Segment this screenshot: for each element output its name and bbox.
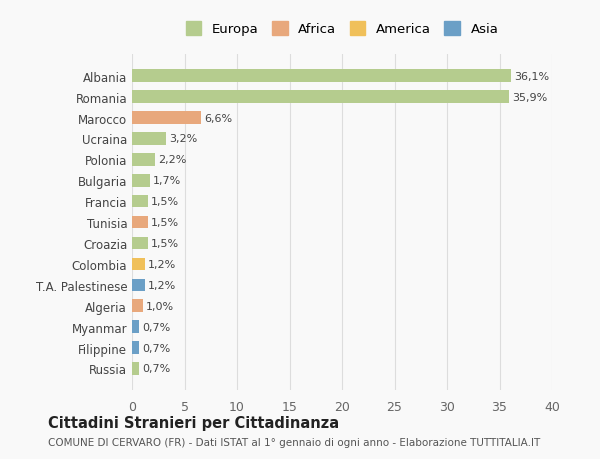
Bar: [132, 133, 166, 146]
Text: 0,7%: 0,7%: [143, 322, 171, 332]
Text: COMUNE DI CERVARO (FR) - Dati ISTAT al 1° gennaio di ogni anno - Elaborazione TU: COMUNE DI CERVARO (FR) - Dati ISTAT al 1…: [48, 437, 540, 447]
Bar: [132, 300, 143, 312]
Bar: [132, 154, 155, 166]
Text: 0,7%: 0,7%: [143, 343, 171, 353]
Bar: [132, 258, 145, 271]
Bar: [132, 321, 139, 333]
Bar: [132, 91, 509, 104]
Bar: [132, 216, 148, 229]
Bar: [132, 196, 148, 208]
Text: 3,2%: 3,2%: [169, 134, 197, 144]
Legend: Europa, Africa, America, Asia: Europa, Africa, America, Asia: [182, 18, 502, 40]
Text: 1,2%: 1,2%: [148, 259, 176, 269]
Bar: [132, 341, 139, 354]
Text: 36,1%: 36,1%: [514, 72, 550, 82]
Bar: [132, 279, 145, 291]
Bar: [132, 70, 511, 83]
Text: 6,6%: 6,6%: [205, 113, 233, 123]
Bar: [132, 237, 148, 250]
Text: 1,2%: 1,2%: [148, 280, 176, 290]
Text: 1,0%: 1,0%: [146, 301, 174, 311]
Bar: [132, 174, 150, 187]
Text: 1,5%: 1,5%: [151, 218, 179, 228]
Text: 1,5%: 1,5%: [151, 197, 179, 207]
Text: 0,7%: 0,7%: [143, 364, 171, 374]
Text: 35,9%: 35,9%: [512, 92, 547, 102]
Bar: [132, 112, 202, 124]
Text: 1,7%: 1,7%: [153, 176, 181, 186]
Bar: [132, 363, 139, 375]
Text: Cittadini Stranieri per Cittadinanza: Cittadini Stranieri per Cittadinanza: [48, 415, 339, 430]
Text: 2,2%: 2,2%: [158, 155, 187, 165]
Text: 1,5%: 1,5%: [151, 239, 179, 248]
